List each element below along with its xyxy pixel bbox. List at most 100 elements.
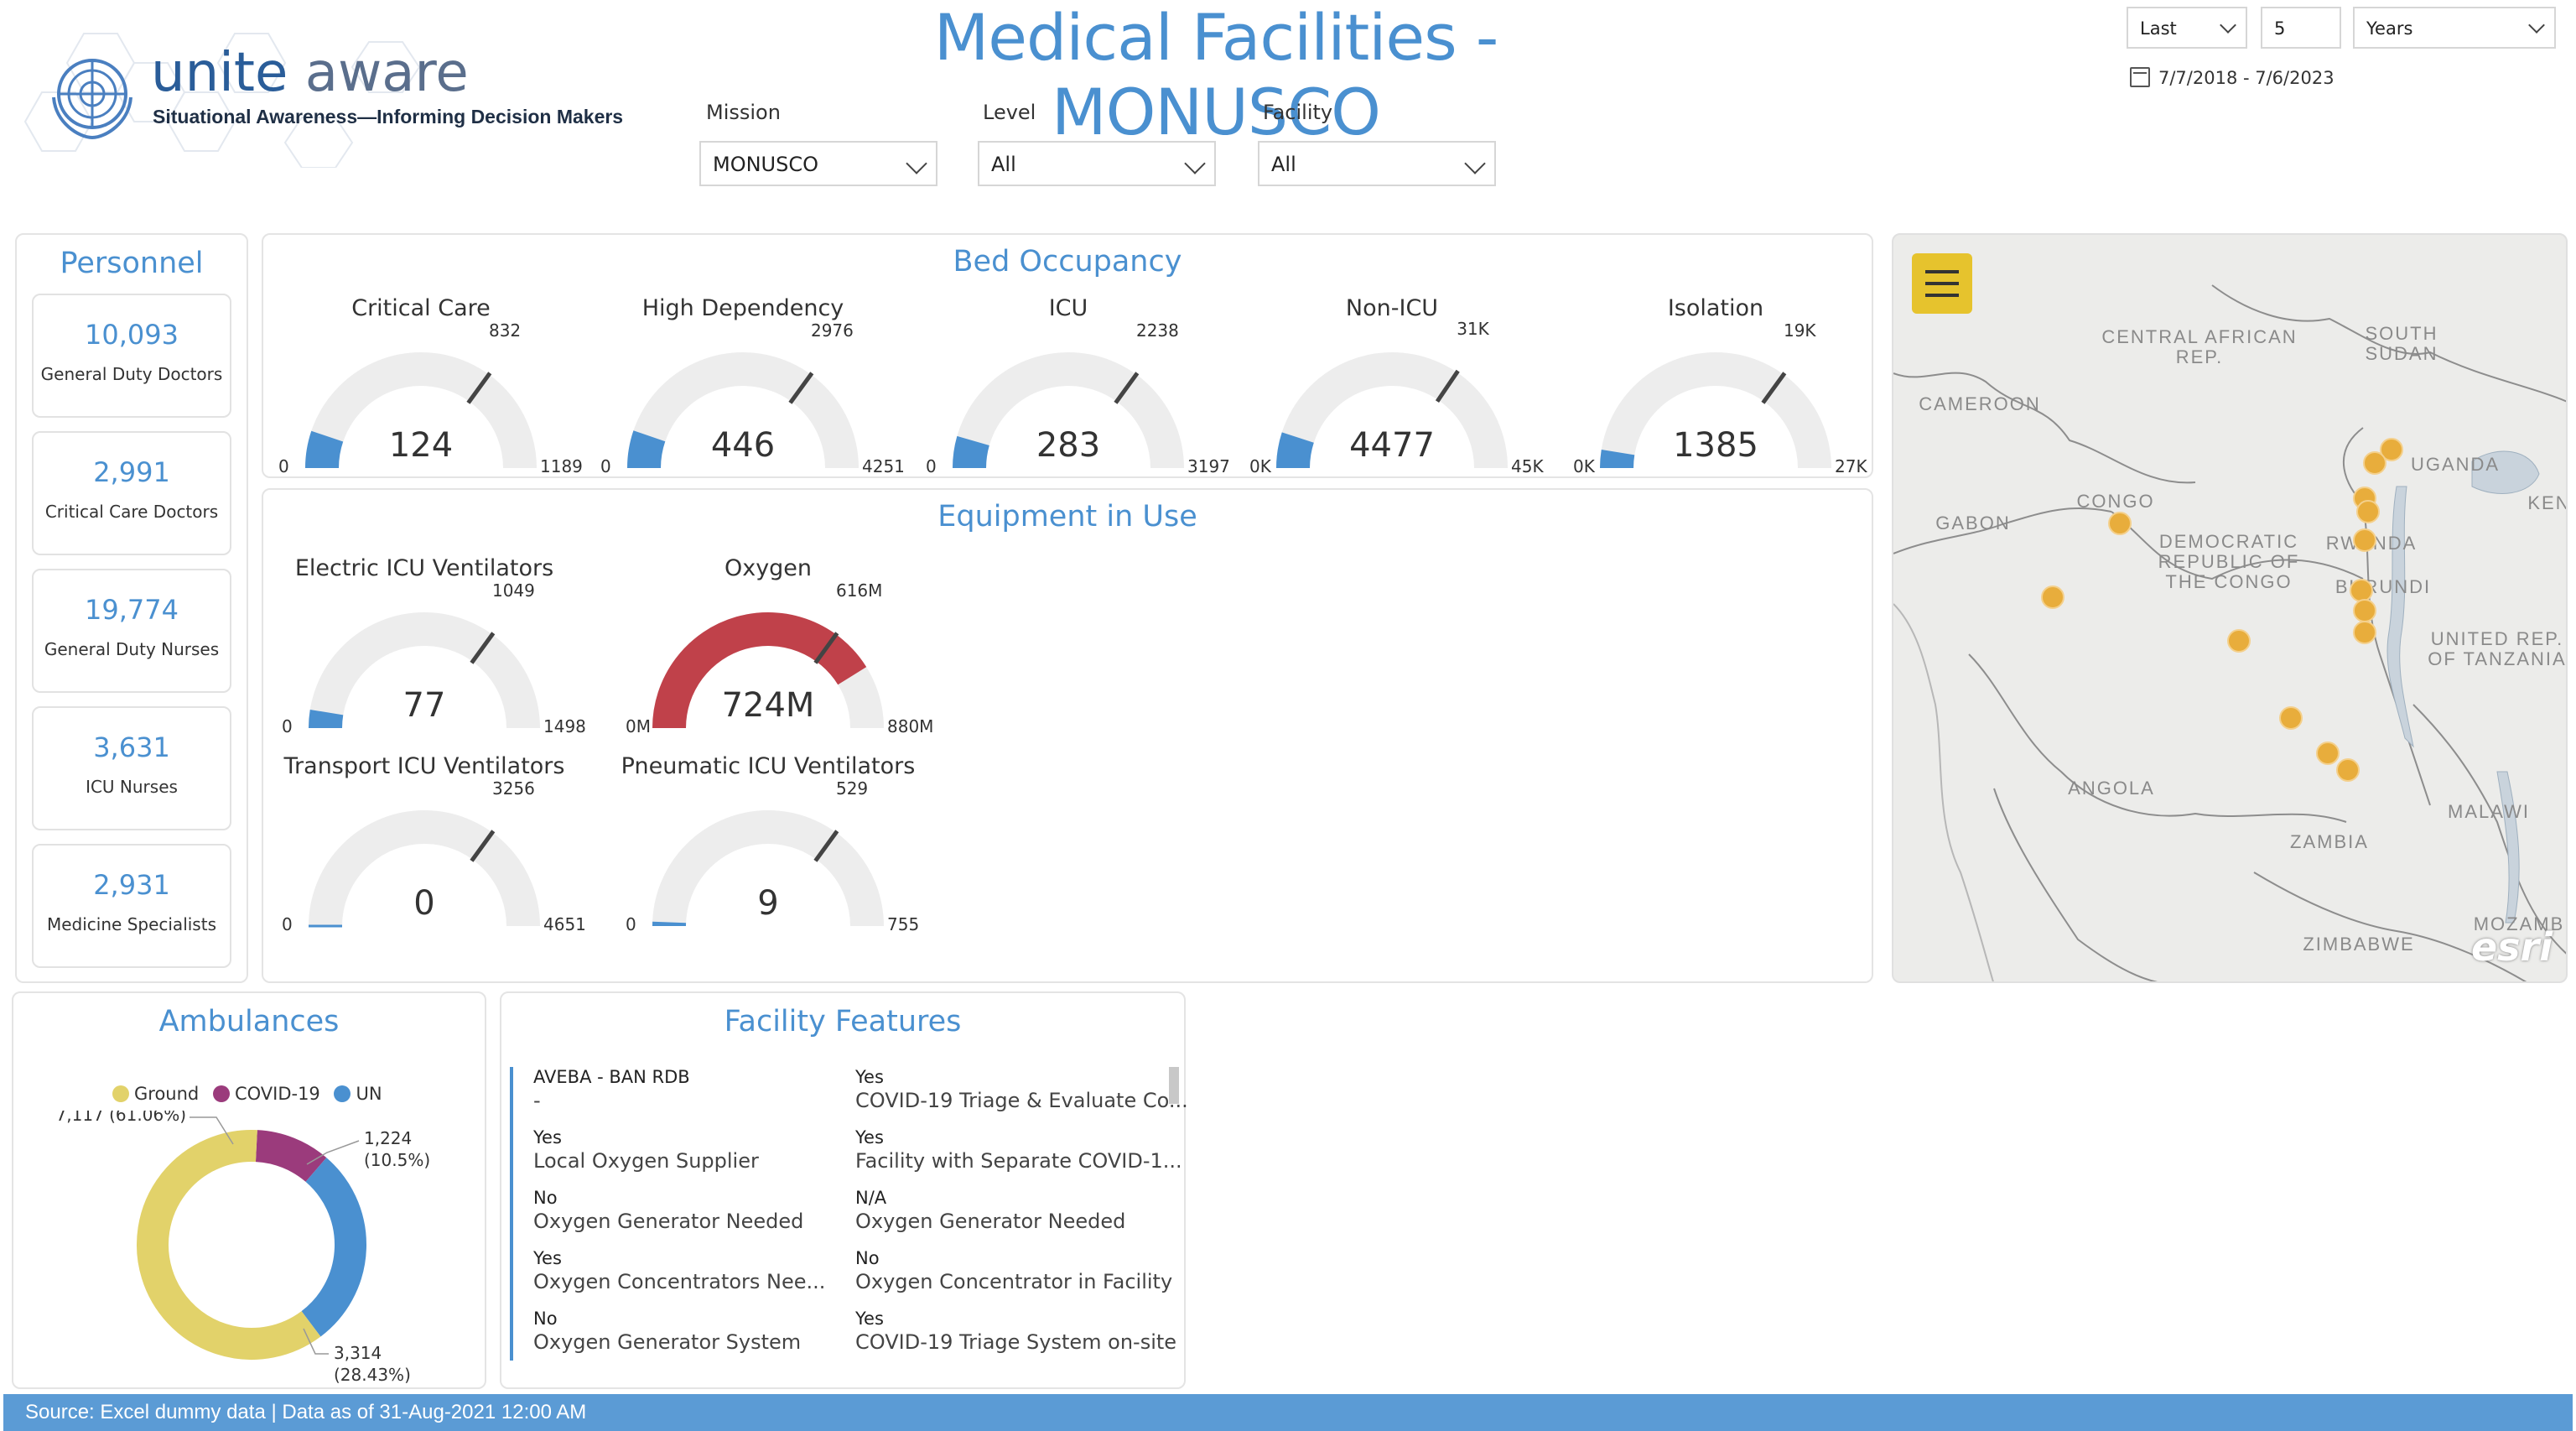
facility-marker[interactable]	[2279, 706, 2303, 730]
facility-marker[interactable]	[2356, 500, 2380, 523]
personnel-card[interactable]: 19,774 General Duty Nurses	[32, 569, 231, 693]
gauge-track	[1276, 352, 1508, 469]
map-label-gabon: GABON	[1935, 513, 2011, 533]
facility-marker[interactable]	[2041, 585, 2064, 609]
level-dropdown[interactable]: All	[978, 141, 1216, 186]
menu-icon	[1925, 282, 1959, 285]
logo-tagline: Situational Awareness—Informing Decision…	[153, 106, 624, 127]
personnel-card[interactable]: 2,991 Critical Care Doctors	[32, 431, 231, 555]
facility-marker[interactable]	[2353, 621, 2376, 644]
gauge-fill	[953, 435, 989, 469]
lake-victoria	[2471, 450, 2540, 494]
gauge-value: 77	[402, 686, 446, 725]
date-range-text: 7/7/2018 - 7/6/2023	[2158, 68, 2334, 88]
chevron-down-icon	[1184, 153, 1206, 174]
donut-slice-un[interactable]	[301, 1158, 366, 1337]
gauge-title: Electric ICU Ventilators	[294, 555, 554, 581]
feature-label: Oxygen Generator Needed	[855, 1210, 1126, 1233]
map-label-drc: DEMOCRATIC REPUBLIC OF THE CONGO	[2158, 531, 2300, 592]
relative-dropdown[interactable]: Last	[2127, 7, 2247, 49]
facility-marker[interactable]	[2363, 451, 2386, 475]
gauge[interactable]	[1573, 334, 1858, 518]
gauge-track	[953, 352, 1184, 469]
feature-value: No	[533, 1188, 558, 1208]
gauge[interactable]	[626, 594, 911, 778]
gauge-value: 724M	[721, 686, 815, 725]
feature-label: Local Oxygen Supplier	[533, 1149, 759, 1173]
gauge-fill	[1600, 449, 1635, 469]
facility-marker[interactable]	[2227, 629, 2251, 653]
gauge-target-label: 832	[488, 320, 522, 341]
gauge[interactable]	[926, 334, 1211, 518]
gauge[interactable]	[600, 334, 886, 518]
facility-dropdown[interactable]: All	[1258, 141, 1496, 186]
gauge-track	[627, 352, 859, 469]
facility-marker[interactable]	[2350, 579, 2373, 602]
feature-value: Yes	[533, 1127, 562, 1147]
map-menu-button[interactable]	[1912, 253, 1972, 314]
gauge-target-marker	[1435, 369, 1460, 403]
facility-marker[interactable]	[2316, 742, 2340, 765]
gauge-fill	[305, 430, 344, 469]
gauge-title: High Dependency	[641, 295, 844, 321]
feature-label: COVID-19 Triage System on-site	[855, 1330, 1177, 1354]
scrollbar-thumb[interactable]	[1169, 1067, 1179, 1104]
gauge[interactable]	[282, 792, 567, 976]
footer: Source: Excel dummy data | Data as of 31…	[3, 1394, 2573, 1431]
gauge[interactable]	[282, 594, 567, 778]
level-value: All	[991, 153, 1016, 176]
facility-marker[interactable]	[2108, 512, 2132, 535]
chevron-down-icon	[906, 153, 927, 174]
border-line	[2253, 872, 2527, 981]
gauge-min: 0	[282, 914, 293, 934]
gauge-value: 283	[1036, 426, 1101, 465]
gauge[interactable]	[278, 334, 564, 518]
border-line	[1993, 788, 2158, 981]
facility-marker[interactable]	[2353, 599, 2376, 622]
gauge-target-label: 616M	[835, 580, 883, 601]
border-line	[1893, 372, 2196, 484]
leader-line	[303, 1328, 329, 1355]
border-line	[2111, 511, 2364, 580]
personnel-card[interactable]: 10,093 General Duty Doctors	[32, 294, 231, 418]
donut-label-ground: 7,117 (61.06%)	[56, 1111, 186, 1125]
donut-slice-ground[interactable]	[137, 1130, 321, 1360]
gauge-target-marker	[1761, 372, 1787, 404]
gauge-track	[309, 810, 540, 927]
gauge-title: Critical Care	[351, 295, 491, 321]
map[interactable]: CENTRAL AFRICAN REP. SOUTH SUDAN CAMEROO…	[1892, 233, 2568, 983]
map-label-cameroon: CAMEROON	[1919, 393, 2041, 414]
personnel-card[interactable]: 3,631 ICU Nurses	[32, 706, 231, 830]
gauge-target-label: 529	[835, 778, 869, 799]
donut-slice-covid19[interactable]	[255, 1130, 327, 1183]
gauge-value: 4477	[1349, 426, 1435, 465]
period-count-input[interactable]: 5	[2261, 7, 2341, 49]
coastline	[1893, 603, 1994, 981]
legend-item-covid[interactable]: COVID-19	[212, 1084, 320, 1104]
leader-line	[190, 1116, 234, 1145]
facility-marker[interactable]	[2353, 528, 2376, 552]
gauge[interactable]	[626, 792, 911, 976]
gauge-target-marker	[788, 372, 814, 404]
legend-dot-icon	[212, 1085, 230, 1102]
map-label-south-sudan: SOUTH SUDAN	[2365, 323, 2438, 364]
gauge-min: 0	[626, 914, 636, 934]
gauge-target-label: 31K	[1457, 318, 1489, 339]
legend-item-ground[interactable]: Ground	[112, 1084, 199, 1104]
feature-value: N/A	[855, 1188, 887, 1208]
chevron-down-icon	[2220, 17, 2236, 34]
gauge-fill	[309, 709, 344, 729]
facility-marker[interactable]	[2336, 758, 2360, 782]
gauge-max: 27K	[1835, 456, 1867, 476]
card-value: 2,931	[93, 869, 170, 901]
personnel-card[interactable]: 2,931 Medicine Specialists	[32, 844, 231, 968]
mission-dropdown[interactable]: MONUSCO	[699, 141, 937, 186]
feature-value: No	[533, 1309, 558, 1329]
gauge[interactable]	[1249, 334, 1535, 518]
card-label: Medicine Specialists	[46, 914, 216, 934]
legend-item-un[interactable]: UN	[334, 1084, 382, 1104]
period-unit-dropdown[interactable]: Years	[2353, 7, 2556, 49]
gauge-max: 880M	[887, 716, 934, 736]
gauge-value: 446	[710, 426, 776, 465]
gauge-min: 0K	[1249, 456, 1271, 476]
